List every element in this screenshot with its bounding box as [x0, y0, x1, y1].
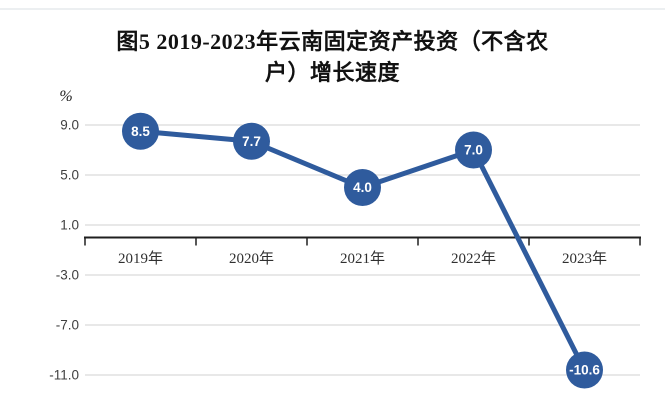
- y-tick-label: -7.0: [56, 318, 79, 333]
- data-point-label: 7.0: [464, 143, 483, 158]
- chart-title-line-2: 户）增长速度: [264, 60, 400, 85]
- data-point-label: 7.7: [242, 134, 261, 149]
- data-point-label: -10.6: [569, 363, 600, 378]
- data-point-label: 8.5: [131, 124, 150, 139]
- y-tick-label: 9.0: [60, 118, 79, 133]
- x-tick-label: 2022年: [451, 250, 496, 267]
- chart-title-line-1: 图5 2019-2023年云南固定资产投资（不含农: [116, 29, 549, 54]
- y-tick-label: -3.0: [56, 268, 79, 283]
- data-point-2021年: [344, 169, 381, 206]
- data-point-2019年: [122, 112, 159, 150]
- data-point-label: 4.0: [353, 180, 372, 195]
- chart-title: 图5 2019-2023年云南固定资产投资（不含农 户）增长速度: [0, 26, 665, 88]
- x-tick-label: 2019年: [118, 250, 163, 267]
- y-tick-label: 1.0: [60, 218, 79, 233]
- y-tick-label: -11.0: [49, 368, 79, 383]
- page-divider-line: [0, 8, 665, 10]
- y-tick-label: 5.0: [60, 168, 79, 183]
- x-tick-label: 2020年: [229, 250, 274, 267]
- data-point-2020年: [233, 122, 270, 160]
- x-tick-label: 2021年: [340, 250, 385, 267]
- x-tick-label: 2023年: [562, 250, 607, 267]
- data-point-2022年: [455, 131, 492, 169]
- data-point-2023年: [566, 351, 603, 389]
- y-axis-unit-label: %: [59, 88, 73, 105]
